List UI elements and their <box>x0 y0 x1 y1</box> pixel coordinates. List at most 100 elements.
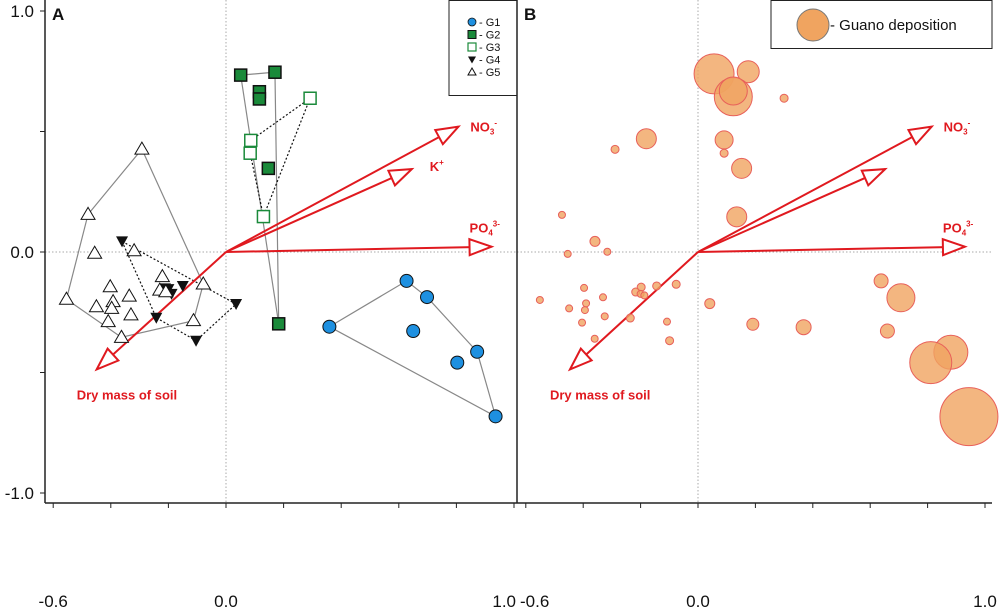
bubble-point <box>909 341 953 385</box>
bubble-point <box>719 148 729 158</box>
bubble-point <box>671 279 681 289</box>
vector-PO4-shaft <box>225 245 492 253</box>
vector-label-superscript: - <box>968 119 971 128</box>
bubble-point <box>535 295 544 304</box>
vector-label-NO3: NO3- <box>944 119 971 137</box>
hull-G2 <box>239 71 280 324</box>
hull-G3 <box>249 96 312 219</box>
point-G5 <box>103 300 120 314</box>
vector-label-PO4: PO43- <box>943 220 974 238</box>
bubble-point <box>635 128 657 150</box>
legend-marker-G1 <box>467 17 477 27</box>
point-G5 <box>58 291 75 305</box>
y-tick-label: 1.0 <box>10 2 34 21</box>
bubble-point <box>704 298 716 310</box>
bubble-point <box>665 336 675 346</box>
bubble-point <box>736 60 760 84</box>
point-G4 <box>116 236 129 248</box>
vector-PO4-arrowhead <box>941 237 968 257</box>
vector-label-subscript: 3 <box>963 128 968 137</box>
point-G5 <box>154 268 171 283</box>
bubble-point <box>886 283 916 313</box>
legend-label-G1: - G1 <box>479 17 500 29</box>
point-G1 <box>406 324 421 339</box>
point-G4 <box>230 299 243 311</box>
bubble-point <box>563 249 572 258</box>
point-G5 <box>157 283 174 298</box>
bubble-point <box>746 317 760 331</box>
vector-label-text: NO <box>944 120 964 135</box>
bubble-point <box>610 144 620 154</box>
bubble-point <box>590 334 599 343</box>
vector-label-subscript: 3 <box>490 128 495 137</box>
legend-label-G4: - G4 <box>479 55 500 67</box>
legend-bubble-marker <box>796 8 830 42</box>
bubble-point <box>779 93 789 103</box>
vector-NO3-arrowhead <box>906 125 935 146</box>
point-G3 <box>243 146 257 160</box>
point-G5 <box>185 312 202 327</box>
legend-label-G3: - G3 <box>479 42 500 54</box>
bubble-point <box>714 130 734 150</box>
vector-K-shaft <box>697 168 886 253</box>
vector-NO3-shaft <box>225 125 459 253</box>
point-G5 <box>100 313 117 328</box>
point-G5 <box>126 242 142 257</box>
point-G5 <box>86 245 103 259</box>
bubble-point <box>795 319 812 336</box>
legend-marker-G5 <box>467 66 477 76</box>
point-G5 <box>123 306 139 321</box>
vector-label-text: PO <box>470 221 489 236</box>
legend: - G1- G2- G3- G4- G5 <box>448 0 518 96</box>
hull-G1 <box>328 280 497 418</box>
vector-label-text: Dry mass of soil <box>550 387 650 402</box>
point-G1 <box>450 355 465 370</box>
bubble-point <box>599 293 608 302</box>
bubble-point <box>731 157 753 179</box>
vector-label-K: K+ <box>430 158 444 174</box>
point-G1 <box>488 409 503 424</box>
point-G5 <box>121 288 138 302</box>
vector-label-PO4: PO43- <box>470 220 501 238</box>
vector-label-text: Dry mass of soil <box>77 387 177 402</box>
bubble-point <box>582 299 591 308</box>
vector-label-subscript: 4 <box>962 229 967 238</box>
panel-letter: A <box>52 5 64 24</box>
vector-NO3-arrowhead <box>433 125 461 146</box>
y-tick-label: 0.0 <box>10 243 34 262</box>
legend-label: - Guano deposition <box>830 17 957 34</box>
point-G5 <box>102 278 119 293</box>
vector-label-text: NO <box>470 120 490 135</box>
bubble-point <box>625 313 635 323</box>
point-G3 <box>303 91 317 105</box>
vector-label-subscript: 4 <box>488 229 493 238</box>
vector-label-text: PO <box>943 221 962 236</box>
x-tick-label: 1.0 <box>492 592 516 611</box>
point-G5 <box>113 329 130 343</box>
point-G1 <box>322 319 337 334</box>
vector-label-text: K <box>430 159 440 174</box>
bubble-point <box>939 387 999 447</box>
bubble-point <box>873 273 889 289</box>
vector-label-dry-mass: Dry mass of soil <box>550 387 650 402</box>
vector-label-superscript: - <box>494 119 497 128</box>
point-G1 <box>399 273 414 288</box>
point-G2 <box>268 65 282 79</box>
point-G3 <box>256 209 271 224</box>
bubble-point <box>557 210 566 219</box>
legend-marker-G2 <box>467 30 477 39</box>
vector-PO4-shaft <box>697 245 965 253</box>
point-G5 <box>80 206 96 220</box>
x-tick-label: -0.6 <box>39 592 68 611</box>
bubble-point <box>603 247 612 256</box>
vector-PO4-arrowhead <box>468 237 495 257</box>
vector-dry-mass-shaft <box>569 251 699 371</box>
bubble-point <box>589 235 601 247</box>
vector-dry-mass-arrowhead <box>567 346 594 372</box>
vector-dry-mass-arrowhead <box>94 346 121 372</box>
vector-K-arrowhead <box>386 167 415 188</box>
bubble-point <box>578 318 587 327</box>
bubble-point <box>580 306 589 315</box>
vector-dry-mass-shaft <box>96 251 227 371</box>
